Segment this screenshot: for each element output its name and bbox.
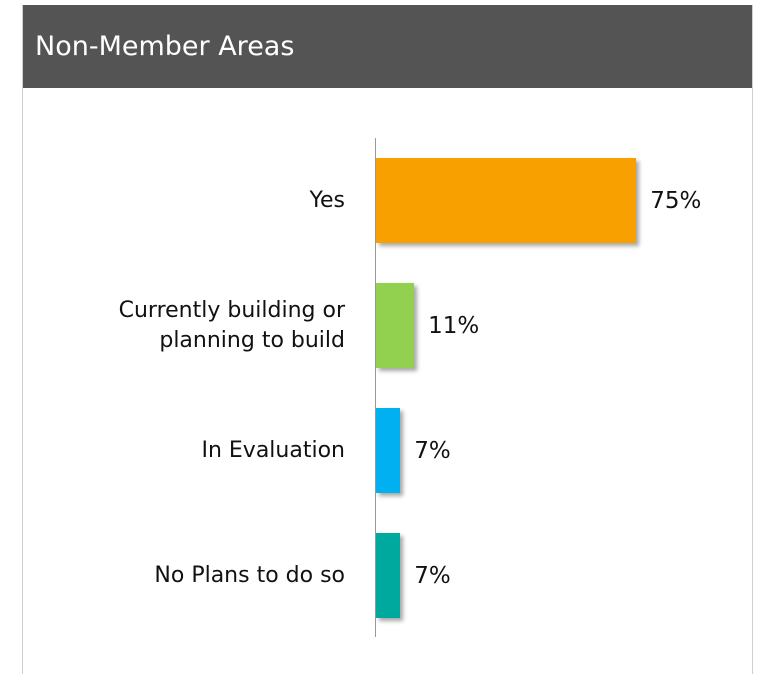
bar [376,158,637,243]
category-label: No Plans to do so [154,562,345,588]
value-label: 7% [414,562,451,589]
category-label: Currently building or planning to build [118,297,345,353]
axis-line [375,138,376,637]
value-label: 11% [428,312,480,339]
category-label: Yes [309,187,345,213]
bar [376,408,401,493]
panel: Non-Member Areas [22,5,753,674]
category-label: In Evaluation [201,437,345,463]
bar [376,533,401,618]
bar [376,283,415,368]
chart-title: Non-Member Areas [23,5,752,88]
value-label: 75% [650,187,702,214]
value-label: 7% [414,437,451,464]
